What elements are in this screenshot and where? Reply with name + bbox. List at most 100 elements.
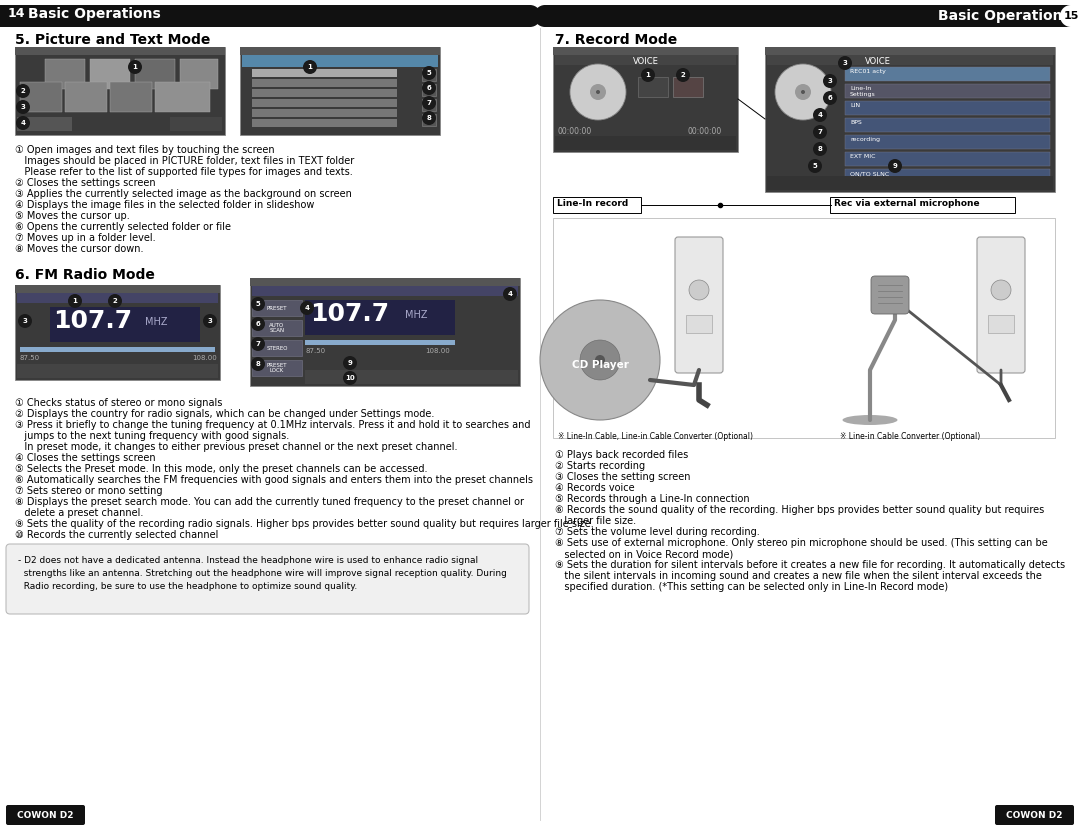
Text: 00:00:00: 00:00:00	[558, 127, 592, 136]
Text: 87.50: 87.50	[305, 348, 325, 354]
Text: REC01 acty: REC01 acty	[850, 69, 886, 74]
Text: 5. Picture and Text Mode: 5. Picture and Text Mode	[15, 33, 211, 47]
Text: 2: 2	[21, 88, 25, 94]
Text: ⑧ Sets use of external microphone. Only stereo pin microphone should be used. (T: ⑧ Sets use of external microphone. Only …	[555, 538, 1048, 548]
Bar	[553, 197, 642, 213]
Text: the silent intervals in incoming sound and creates a new file when the silent in: the silent intervals in incoming sound a…	[555, 571, 1042, 581]
Circle shape	[813, 125, 827, 139]
Circle shape	[838, 56, 852, 70]
Text: ⑦ Sets the volume level during recording.: ⑦ Sets the volume level during recording…	[555, 527, 759, 537]
Text: EXT MIC: EXT MIC	[850, 154, 876, 159]
Circle shape	[129, 60, 141, 74]
Bar	[65, 82, 107, 112]
Bar	[252, 340, 302, 356]
Text: BPS: BPS	[850, 120, 862, 125]
Bar	[252, 79, 397, 87]
Text: Basic Operations: Basic Operations	[28, 7, 161, 21]
FancyBboxPatch shape	[6, 544, 529, 614]
Bar	[252, 119, 397, 127]
Text: ③ Closes the setting screen: ③ Closes the setting screen	[555, 472, 690, 482]
Bar	[242, 55, 438, 67]
Text: recording: recording	[850, 137, 880, 142]
Circle shape	[300, 301, 314, 315]
Text: 15: 15	[1064, 11, 1079, 21]
Text: selected on in Voice Record mode): selected on in Voice Record mode)	[555, 549, 733, 559]
Text: Line-In
Settings: Line-In Settings	[850, 86, 876, 97]
Bar	[845, 84, 1050, 98]
Bar	[845, 152, 1050, 166]
FancyBboxPatch shape	[675, 237, 723, 373]
Circle shape	[422, 96, 436, 110]
Bar	[638, 77, 669, 97]
Bar	[686, 315, 712, 333]
Text: COWON D2: COWON D2	[1005, 811, 1063, 819]
Text: ⑥ Opens the currently selected folder or file: ⑥ Opens the currently selected folder or…	[15, 222, 231, 232]
Circle shape	[642, 68, 654, 82]
Bar	[845, 135, 1050, 149]
Text: ⑤ Moves the cursor up.: ⑤ Moves the cursor up.	[15, 211, 130, 221]
Text: 3: 3	[827, 78, 833, 84]
Text: 6. FM Radio Mode: 6. FM Radio Mode	[15, 268, 154, 282]
Text: ON/TO SLNC: ON/TO SLNC	[850, 171, 889, 176]
Text: PRESET: PRESET	[267, 305, 287, 310]
Bar	[553, 47, 738, 152]
Text: ⑤ Records through a Line-In connection: ⑤ Records through a Line-In connection	[555, 494, 750, 504]
Bar	[249, 278, 519, 286]
Text: ⑧ Moves the cursor down.: ⑧ Moves the cursor down.	[15, 244, 144, 254]
Text: 108.00: 108.00	[426, 348, 449, 354]
Text: 7. Record Mode: 7. Record Mode	[555, 33, 677, 47]
Bar	[422, 114, 436, 126]
Bar	[305, 340, 455, 345]
Text: ① Checks status of stereo or mono signals: ① Checks status of stereo or mono signal…	[15, 398, 222, 408]
Text: jumps to the next tuning frequency with good signals.: jumps to the next tuning frequency with …	[15, 431, 289, 441]
Circle shape	[775, 64, 831, 120]
Circle shape	[343, 371, 357, 385]
Text: 4: 4	[818, 112, 823, 118]
Text: 6: 6	[256, 321, 260, 327]
Bar	[170, 117, 222, 131]
Bar	[240, 47, 440, 55]
Text: VOICE: VOICE	[633, 57, 659, 66]
Text: ① Open images and text files by touching the screen: ① Open images and text files by touching…	[15, 145, 274, 155]
Bar	[555, 136, 735, 150]
Circle shape	[808, 159, 822, 173]
Circle shape	[108, 294, 122, 308]
Text: 14: 14	[8, 7, 26, 20]
Text: 2: 2	[112, 298, 118, 304]
Bar	[673, 77, 703, 97]
Text: 1: 1	[646, 72, 650, 78]
Text: 3: 3	[21, 104, 26, 110]
Text: Rec via external microphone: Rec via external microphone	[834, 199, 980, 208]
Bar	[422, 99, 436, 111]
Text: ② Starts recording: ② Starts recording	[555, 461, 645, 471]
Text: MHZ: MHZ	[145, 317, 167, 327]
Text: COWON D2: COWON D2	[17, 811, 73, 819]
Text: ⑨ Sets the duration for silent intervals before it creates a new file for record: ⑨ Sets the duration for silent intervals…	[555, 560, 1065, 570]
Bar	[50, 307, 200, 342]
Text: ⑦ Sets stereo or mono setting: ⑦ Sets stereo or mono setting	[15, 486, 162, 496]
Circle shape	[303, 60, 318, 74]
Circle shape	[203, 314, 217, 328]
FancyBboxPatch shape	[870, 276, 909, 314]
Circle shape	[68, 294, 82, 308]
Text: LIN: LIN	[850, 103, 860, 108]
Bar	[110, 82, 152, 112]
Text: 5: 5	[427, 70, 431, 76]
Text: VOICE: VOICE	[865, 57, 891, 66]
Text: 108.00: 108.00	[192, 355, 217, 361]
Bar	[17, 364, 218, 378]
Bar	[252, 300, 302, 316]
Text: 107.7: 107.7	[53, 309, 132, 333]
Circle shape	[343, 356, 357, 370]
Text: In preset mode, it changes to either previous preset channel or the next preset : In preset mode, it changes to either pre…	[15, 442, 458, 452]
Bar	[45, 59, 85, 89]
Text: 00:00:00: 00:00:00	[688, 127, 723, 136]
Bar	[553, 218, 1055, 438]
Text: CD Player: CD Player	[571, 360, 629, 370]
Text: 1: 1	[72, 298, 78, 304]
Bar	[252, 99, 397, 107]
Text: ⑩ Records the currently selected channel: ⑩ Records the currently selected channel	[15, 530, 218, 540]
Circle shape	[580, 340, 620, 380]
Text: 3: 3	[207, 318, 213, 324]
Text: ④ Displays the image files in the selected folder in slideshow: ④ Displays the image files in the select…	[15, 200, 314, 210]
